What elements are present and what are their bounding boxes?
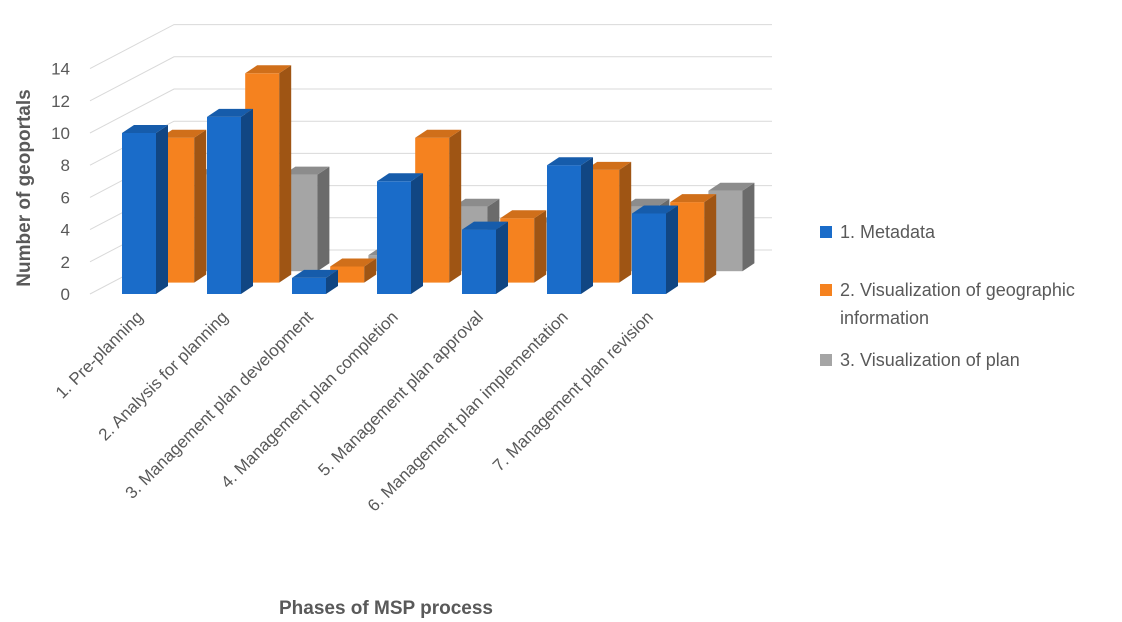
y-axis-title: Number of geoportals [14,89,35,286]
bar-1-4 [377,173,423,294]
bar-1-6 [547,157,593,294]
legend-item-metadata: 1. Metadata [820,218,1120,246]
legend-label-metadata: 1. Metadata [840,222,936,242]
legend-label-geographic: 2. Visualization of geographic informati… [840,280,1075,328]
bar-1-3 [292,269,338,294]
bars [122,65,755,295]
bar-1-1 [122,125,168,294]
gridline [89,120,772,166]
y-tick-label: 8 [61,156,70,175]
x-category-label: 1. Pre-planning [52,307,147,402]
legend-swatch-geographic [820,284,832,296]
legend-item-geographic: 2. Visualization of geographic informati… [820,276,1120,332]
x-category-label: 5. Management plan approval [314,307,486,479]
gridline [89,88,772,134]
bar-1-2 [207,108,253,295]
x-category-label: 4. Management plan completion [217,307,402,492]
x-axis-title: Phases of MSP process [279,598,493,619]
bar-2-4 [415,129,462,283]
legend-swatch-metadata [820,226,832,238]
legend: 1. Metadata 2. Visualization of geograph… [820,218,1120,388]
y-tick-label: 4 [61,221,70,240]
y-tick-label: 6 [61,188,70,207]
x-category-label: 3. Management plan development [122,307,317,502]
y-tick-label: 2 [61,253,70,272]
legend-label-plan: 3. Visualization of plan [840,350,1020,370]
legend-swatch-plan [820,354,832,366]
x-category-label: 7. Management plan revision [489,307,657,475]
gridline [89,56,772,102]
y-tick-label: 12 [51,92,70,111]
bar-1-7 [632,205,678,294]
bar-1-5 [462,221,508,294]
y-tick-label: 14 [51,60,70,79]
y-axis-ticks: 0 2 4 6 8 10 12 14 [51,60,70,304]
y-tick-label: 10 [51,124,70,143]
bar-2-3 [330,258,377,283]
gridline [89,24,772,70]
legend-item-plan: 3. Visualization of plan [820,346,1120,374]
y-tick-label: 0 [61,285,70,304]
